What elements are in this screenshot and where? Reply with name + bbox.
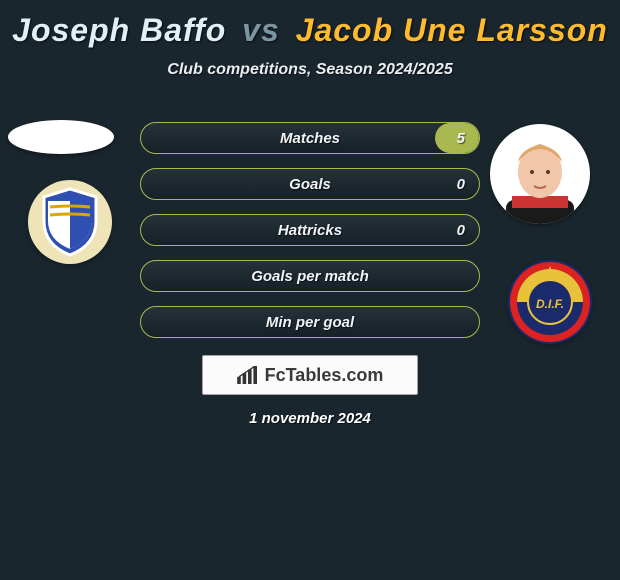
brand-badge: FcTables.com <box>202 355 418 395</box>
player-left-name: Joseph Baffo <box>12 12 226 48</box>
stat-value-right: 0 <box>457 215 465 245</box>
stat-label: Min per goal <box>141 307 479 337</box>
svg-text:D.I.F.: D.I.F. <box>536 297 564 311</box>
subtitle: Club competitions, Season 2024/2025 <box>0 61 620 79</box>
stat-row: Goals0 <box>140 168 480 200</box>
stat-row: Goals per match <box>140 260 480 292</box>
team-left-logo: HBK <box>28 180 112 264</box>
round-badge-icon: D.I.F. <box>508 260 592 344</box>
stat-value-right: 5 <box>457 123 465 153</box>
stat-label: Goals per match <box>141 261 479 291</box>
stat-label: Goals <box>141 169 479 199</box>
stats-list: Matches5Goals0Hattricks0Goals per matchM… <box>140 122 480 352</box>
stat-row: Hattricks0 <box>140 214 480 246</box>
player-left-avatar <box>8 120 114 154</box>
comparison-title: Joseph Baffo vs Jacob Une Larsson <box>0 0 620 49</box>
shield-icon: HBK <box>40 187 100 257</box>
stat-label: Hattricks <box>141 215 479 245</box>
stat-label: Matches <box>141 123 479 153</box>
stat-row: Min per goal <box>140 306 480 338</box>
bar-chart-icon <box>237 366 259 384</box>
team-right-logo: D.I.F. <box>508 260 592 344</box>
date-label: 1 november 2024 <box>0 410 620 427</box>
stat-row: Matches5 <box>140 122 480 154</box>
brand-text: FcTables.com <box>265 365 384 386</box>
stat-value-right: 0 <box>457 169 465 199</box>
svg-text:HBK: HBK <box>62 195 77 202</box>
person-icon <box>498 130 582 224</box>
title-vs: vs <box>242 12 280 48</box>
player-right-avatar <box>490 124 590 224</box>
player-right-name: Jacob Une Larsson <box>296 12 608 48</box>
